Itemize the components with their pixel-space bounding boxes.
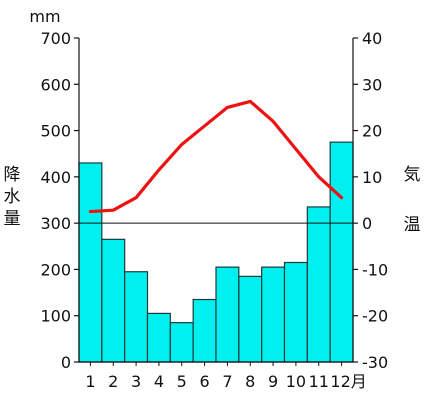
right-tick-label: 10 (362, 168, 382, 187)
precipitation-bar (238, 275, 263, 363)
x-axis-ticks: 1 2 3 4 5 6 7 8 9 10 11 12月 (85, 362, 367, 391)
temperature-series (88, 99, 344, 214)
x-tick-label: 9 (268, 372, 278, 391)
precipitation-bars (78, 141, 354, 363)
left-tick-label: 500 (40, 122, 71, 141)
left-tick-label: 600 (40, 75, 71, 94)
x-tick-label: 8 (245, 372, 255, 391)
left-axis-label-char: 水 (4, 187, 21, 207)
precipitation-bar (261, 266, 286, 363)
precipitation-bar (215, 266, 240, 363)
x-tick-label: 2 (108, 372, 118, 391)
x-tick-label: 6 (199, 372, 209, 391)
x-tick-label: 1 (85, 372, 95, 391)
right-tick-label: 40 (362, 29, 382, 48)
precipitation-bar (283, 261, 308, 363)
left-tick-label: 400 (40, 168, 71, 187)
x-tick-label: 10 (286, 372, 306, 391)
precipitation-bar (101, 238, 126, 363)
x-tick-label: 3 (131, 372, 141, 391)
precipitation-bar (169, 322, 194, 363)
right-axis-label: 気温 (404, 165, 421, 235)
right-tick-label: 20 (362, 122, 382, 141)
right-tick-label: -20 (362, 307, 388, 326)
precipitation-bar (329, 141, 354, 363)
right-tick-label: -10 (362, 260, 388, 279)
left-axis-label-char: 降 (4, 165, 21, 185)
right-tick-label: 0 (362, 214, 372, 233)
left-tick-label: 700 (40, 29, 71, 48)
right-tick-label: -30 (362, 353, 388, 372)
left-axis-label-char: 量 (4, 209, 21, 229)
x-tick-label: 4 (154, 372, 164, 391)
precipitation-bar (192, 298, 217, 363)
x-tick-label: 5 (177, 372, 187, 391)
left-axis-unit: mm (29, 7, 60, 26)
left-tick-label: 0 (61, 353, 71, 372)
x-tick-label: 12月 (330, 372, 366, 391)
x-tick-label: 7 (222, 372, 232, 391)
left-axis-label: 降水量 (4, 165, 21, 229)
right-axis-label-char: 気 (404, 165, 421, 185)
left-tick-label: 300 (40, 214, 71, 233)
right-tick-label: 30 (362, 75, 382, 94)
precipitation-bar (124, 271, 149, 363)
axes (78, 38, 354, 363)
precipitation-bar (146, 312, 171, 363)
right-axis-label-char: 温 (404, 215, 421, 235)
temperature-line (88, 99, 344, 214)
precipitation-bar (78, 162, 103, 363)
x-tick-label: 11 (309, 372, 329, 391)
precipitation-bar (306, 206, 331, 363)
left-tick-label: 100 (40, 307, 71, 326)
left-axis-ticks: 0 100 200 300 400 500 600 700 (40, 29, 79, 372)
right-axis-ticks: -30 -20 -10 0 10 20 30 40 (353, 29, 388, 372)
left-tick-label: 200 (40, 260, 71, 279)
